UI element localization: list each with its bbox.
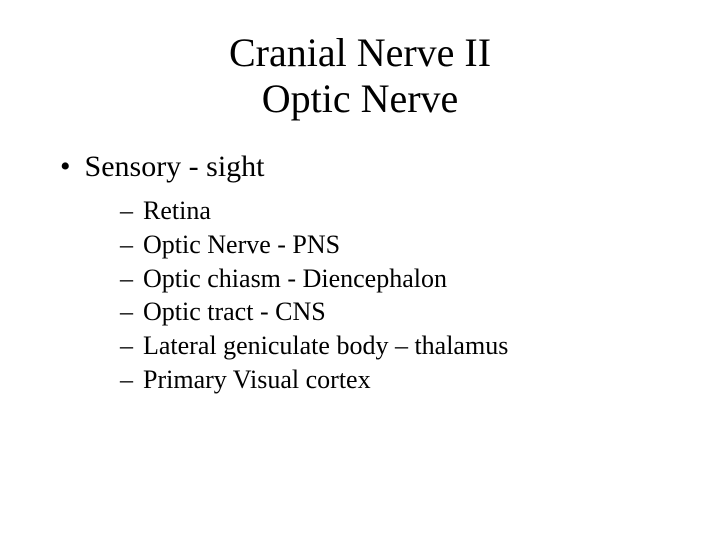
title-line-2: Optic Nerve (262, 76, 459, 121)
dash-marker: – (120, 194, 133, 228)
sub-item-text: Optic tract - CNS (143, 295, 326, 329)
list-item: – Optic chiasm - Diencephalon (120, 262, 670, 296)
slide-title: Cranial Nerve II Optic Nerve (50, 30, 670, 122)
dash-marker: – (120, 295, 133, 329)
list-item: – Optic tract - CNS (120, 295, 670, 329)
sub-item-text: Lateral geniculate body – thalamus (143, 329, 508, 363)
dash-marker: – (120, 262, 133, 296)
list-item: – Retina (120, 194, 670, 228)
sub-item-text: Retina (143, 194, 211, 228)
title-line-1: Cranial Nerve II (229, 30, 491, 75)
bullet-marker: • (60, 150, 71, 184)
main-bullet-text: Sensory - sight (85, 150, 265, 184)
sub-item-text: Primary Visual cortex (143, 363, 371, 397)
dash-marker: – (120, 329, 133, 363)
dash-marker: – (120, 363, 133, 397)
list-item: – Lateral geniculate body – thalamus (120, 329, 670, 363)
dash-marker: – (120, 228, 133, 262)
sub-item-text: Optic chiasm - Diencephalon (143, 262, 447, 296)
sub-list: – Retina – Optic Nerve - PNS – Optic chi… (120, 194, 670, 397)
list-item: – Primary Visual cortex (120, 363, 670, 397)
sub-item-text: Optic Nerve - PNS (143, 228, 340, 262)
main-bullet: • Sensory - sight (60, 150, 670, 184)
list-item: – Optic Nerve - PNS (120, 228, 670, 262)
